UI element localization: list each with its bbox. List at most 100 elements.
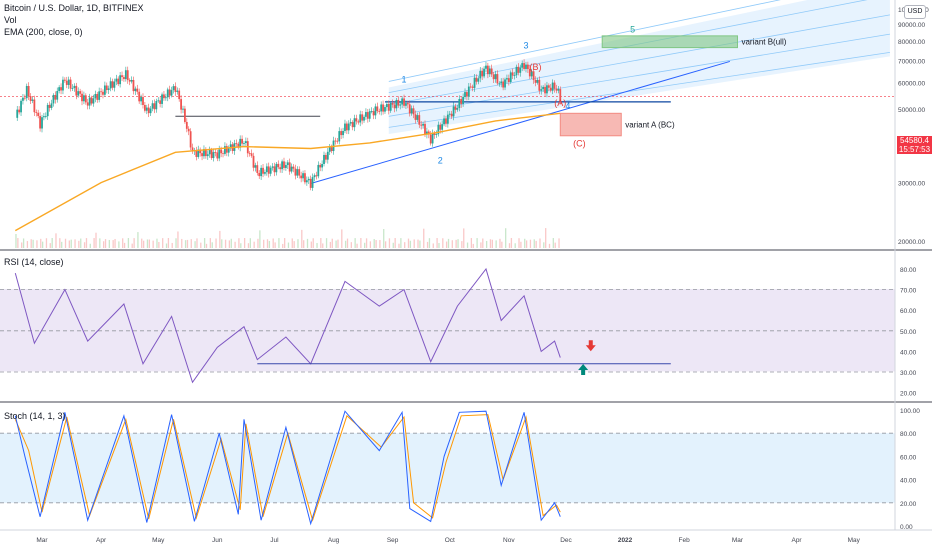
candle-body bbox=[506, 78, 508, 80]
price-tick-label: 90000.00 bbox=[898, 22, 925, 29]
time-tick-label: Jul bbox=[270, 537, 279, 544]
rsi-band bbox=[0, 289, 895, 372]
candle-body bbox=[138, 91, 141, 102]
rsi-tick-label: 20.00 bbox=[900, 391, 917, 398]
candle-body bbox=[128, 79, 131, 82]
candle-body bbox=[340, 131, 343, 136]
candle-body bbox=[408, 104, 411, 114]
candle-body bbox=[220, 149, 223, 154]
candle-body bbox=[462, 96, 465, 104]
volume-bar bbox=[59, 238, 61, 248]
volume-bar bbox=[83, 242, 86, 248]
volume-bar bbox=[282, 243, 284, 248]
volume-bar bbox=[491, 239, 493, 248]
candle-body bbox=[103, 85, 106, 95]
candle-body bbox=[302, 173, 304, 179]
candle-body bbox=[456, 108, 459, 110]
volume-bar bbox=[266, 239, 269, 248]
volume-bar bbox=[171, 242, 173, 248]
up-arrow-icon bbox=[578, 363, 589, 375]
volume-bar bbox=[291, 238, 293, 248]
rsi-pane-label[interactable]: RSI (14, close) bbox=[4, 257, 64, 267]
volume-bar bbox=[510, 238, 513, 248]
candle-body bbox=[559, 89, 562, 101]
candle-body bbox=[426, 131, 428, 135]
candle-body bbox=[540, 89, 543, 91]
candle-body bbox=[370, 111, 373, 112]
volume-bar bbox=[472, 243, 474, 248]
candle-body bbox=[43, 116, 45, 118]
volume-bar bbox=[369, 241, 372, 248]
candle-body bbox=[439, 124, 442, 130]
symbol-title[interactable]: Bitcoin / U.S. Dollar, 1D, BITFINEX bbox=[4, 3, 144, 13]
volume-bar bbox=[253, 241, 255, 248]
candle-body bbox=[391, 102, 394, 105]
candle-body bbox=[351, 122, 354, 128]
candle-body bbox=[90, 97, 93, 104]
price-tick-label: 80000.00 bbox=[898, 39, 925, 46]
volume-bar bbox=[438, 243, 440, 248]
candle-body bbox=[361, 114, 364, 121]
candle-body bbox=[260, 167, 263, 177]
candle-body bbox=[498, 83, 501, 85]
volume-bar bbox=[350, 242, 352, 248]
candle-body bbox=[443, 118, 445, 125]
candle-body bbox=[357, 121, 360, 123]
candle-body bbox=[29, 96, 32, 101]
candle-body bbox=[328, 147, 331, 152]
fib-channel-line bbox=[388, 14, 890, 106]
candle-body bbox=[344, 123, 346, 131]
candle-body bbox=[216, 152, 219, 159]
volume-bar bbox=[508, 243, 511, 248]
candle-body bbox=[201, 153, 203, 157]
candle-body bbox=[326, 151, 329, 160]
volume-legend[interactable]: Vol bbox=[4, 15, 17, 25]
candle-body bbox=[401, 98, 404, 105]
currency-badge[interactable]: USD bbox=[904, 5, 926, 19]
candle-body bbox=[486, 65, 489, 75]
candle-body bbox=[58, 87, 61, 91]
candle-body bbox=[334, 140, 337, 142]
stoch-tick-label: 60.00 bbox=[900, 454, 917, 461]
volume-bar bbox=[428, 238, 431, 248]
candle-body bbox=[549, 87, 552, 91]
candle-body bbox=[39, 116, 41, 129]
candle-body bbox=[437, 124, 440, 135]
candle-body bbox=[159, 100, 162, 104]
volume-bar bbox=[234, 241, 236, 248]
candle-body bbox=[477, 78, 480, 82]
volume-bar bbox=[331, 238, 333, 248]
candle-body bbox=[153, 103, 156, 110]
volume-bar bbox=[274, 242, 276, 248]
volume-bar bbox=[123, 242, 126, 248]
candle-body bbox=[395, 99, 398, 109]
candle-body bbox=[399, 104, 402, 106]
volume-bar bbox=[152, 240, 154, 248]
volume-bar bbox=[104, 239, 107, 248]
candle-body bbox=[384, 107, 386, 112]
candle-body bbox=[374, 106, 377, 116]
volume-bar bbox=[146, 239, 149, 248]
candle-body bbox=[460, 99, 463, 104]
volume-bar bbox=[263, 239, 265, 248]
volume-bar bbox=[432, 243, 434, 248]
volume-bar bbox=[489, 239, 492, 248]
volume-bar bbox=[322, 243, 324, 248]
candle-body bbox=[264, 172, 266, 174]
stoch-pane-label[interactable]: Stoch (14, 1, 3) bbox=[4, 411, 66, 421]
volume-bar bbox=[379, 240, 381, 248]
stoch-tick-label: 100.00 bbox=[900, 408, 920, 415]
volume-bar bbox=[426, 241, 429, 248]
candle-body bbox=[41, 117, 43, 129]
candle-body bbox=[546, 85, 548, 94]
volume-bar bbox=[554, 242, 556, 248]
volume-bar bbox=[535, 240, 537, 248]
ema-legend[interactable]: EMA (200, close, 0) bbox=[4, 27, 83, 37]
candle-body bbox=[553, 82, 556, 89]
candle-body bbox=[485, 65, 487, 69]
volume-bar bbox=[49, 243, 51, 248]
volume-bar bbox=[36, 240, 38, 248]
candle-body bbox=[517, 66, 520, 73]
volume-bar bbox=[463, 228, 465, 248]
